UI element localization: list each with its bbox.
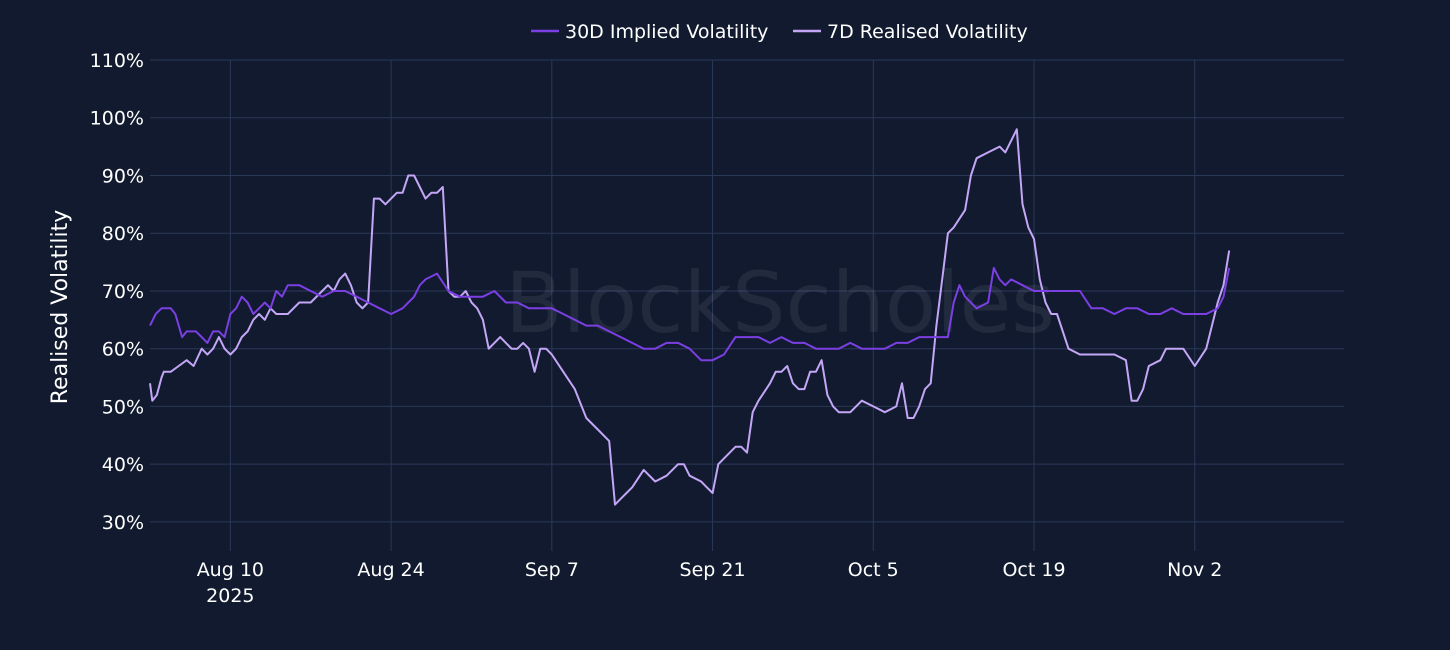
- y-tick-label: 70%: [102, 281, 144, 303]
- y-tick-label: 100%: [90, 108, 144, 130]
- x-tick-label: Sep 7: [525, 559, 579, 581]
- y-tick-label: 90%: [102, 165, 144, 187]
- y-tick-label: 50%: [102, 396, 144, 418]
- x-tick-label: Aug 10: [197, 559, 264, 581]
- watermark: BlockScholes: [505, 254, 1055, 352]
- series-line-realised-vol: [149, 128, 1231, 506]
- y-tick-label: 60%: [102, 339, 144, 361]
- series-layer: [149, 128, 1231, 506]
- grid: [150, 59, 1344, 551]
- x-tick-label: Oct 5: [848, 559, 899, 581]
- x-axis: Aug 10 2025 Aug 24 Sep 7 Sep 21 Oct 5 Oct 19 No…: [197, 559, 1223, 607]
- series-line-implied-vol: [149, 266, 1231, 362]
- legend-item-realised-vol[interactable]: 7D Realised Volatility: [793, 21, 1028, 43]
- x-tick-label: Nov 2: [1167, 559, 1222, 581]
- y-tick-label: 30%: [102, 512, 144, 534]
- x-tick-sublabel: 2025: [206, 585, 254, 607]
- y-tick-label: 110%: [90, 50, 144, 72]
- x-tick-label: Sep 21: [680, 559, 746, 581]
- legend[interactable]: 30D Implied Volatility 7D Realised Volati…: [531, 21, 1028, 43]
- y-tick-label: 40%: [102, 454, 144, 476]
- y-axis-title: Realised Volatility: [48, 210, 73, 405]
- y-axis: 30% 40% 50% 60% 70% 80% 90% 100% 110%: [90, 50, 144, 534]
- legend-item-implied-vol[interactable]: 30D Implied Volatility: [531, 21, 768, 43]
- x-tick-label: Aug 24: [357, 559, 424, 581]
- y-tick-label: 80%: [102, 223, 144, 245]
- legend-label: 7D Realised Volatility: [827, 21, 1028, 43]
- legend-label: 30D Implied Volatility: [565, 21, 768, 43]
- x-tick-label: Oct 19: [1002, 559, 1065, 581]
